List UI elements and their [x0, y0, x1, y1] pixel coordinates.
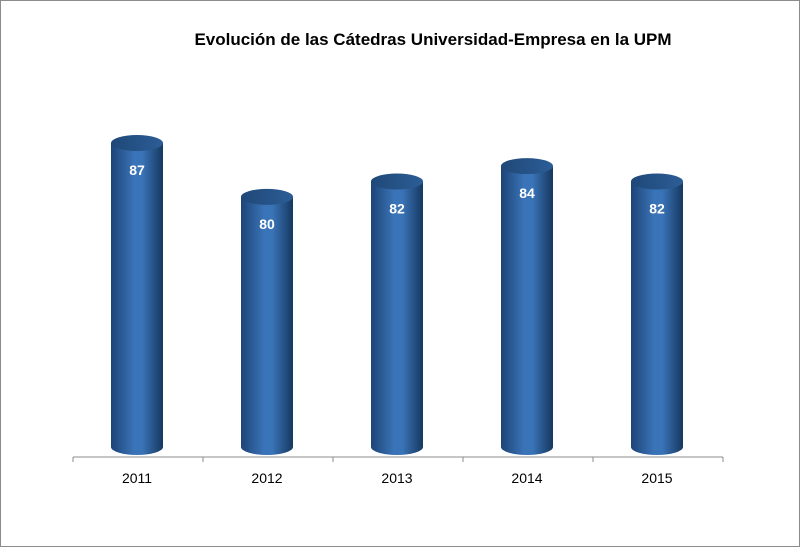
bar-2013	[371, 181, 423, 455]
bar-2012	[241, 196, 293, 455]
bar-2014	[501, 166, 553, 455]
data-label-2014: 84	[519, 185, 535, 201]
x-tick-label-2012: 2012	[251, 470, 282, 486]
bar-top-2012	[241, 188, 293, 205]
data-label-2011: 87	[129, 162, 145, 178]
bar-top-2011	[111, 135, 163, 151]
data-label-2013: 82	[389, 200, 405, 216]
bar-top-2015	[631, 173, 683, 190]
x-tick-label-2011: 2011	[122, 470, 152, 486]
x-tick-label-2014: 2014	[511, 470, 542, 486]
bar-top-2014	[501, 158, 553, 175]
x-tick-label-2013: 2013	[381, 470, 412, 486]
chart-title: Evolución de las Cátedras Universidad-Em…	[194, 30, 672, 49]
bar-2015	[631, 181, 683, 455]
bar-2011	[111, 143, 163, 455]
x-tick-label-2015: 2015	[641, 470, 672, 486]
data-label-2012: 80	[259, 216, 275, 232]
bar-top-2013	[371, 173, 423, 190]
data-label-2015: 82	[649, 200, 665, 216]
